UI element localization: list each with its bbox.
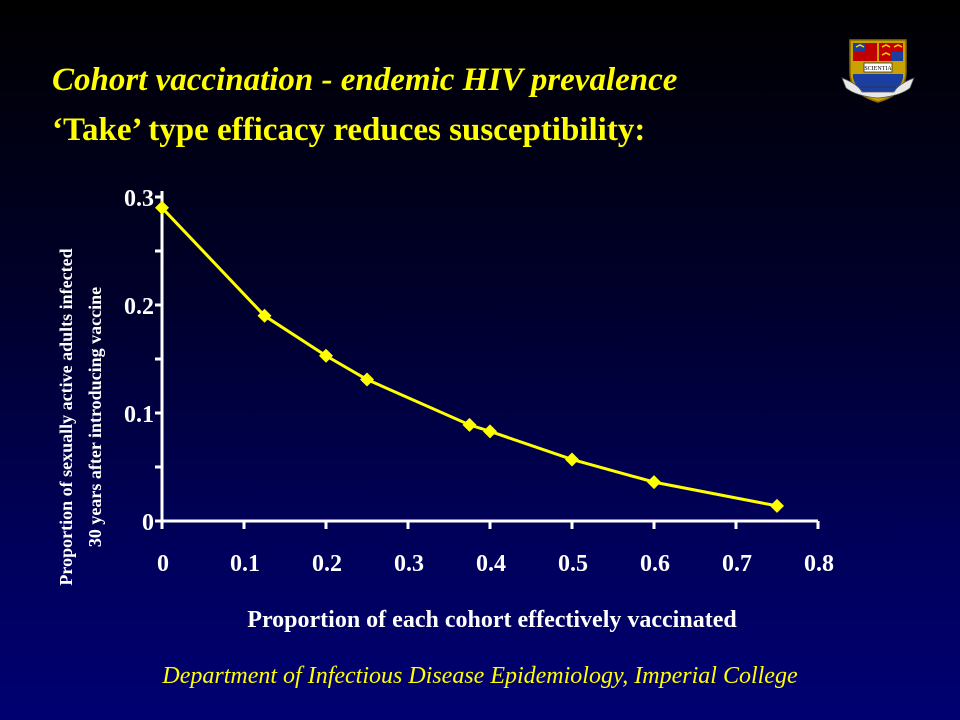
y-tick-label: 0.3 (124, 186, 154, 212)
y-axis-title-line2: 30 years after introducing vaccine (85, 287, 105, 547)
data-point-marker (565, 452, 579, 467)
data-point-marker (257, 308, 272, 323)
slide-title-line2: ‘Take’ type efficacy reduces susceptibil… (52, 112, 646, 148)
x-tick-label: 0.6 (640, 551, 670, 577)
footer-department: Department of Infectious Disease Epidemi… (162, 663, 798, 689)
x-tick-label: 0.3 (394, 551, 424, 577)
data-point-marker (770, 498, 784, 513)
imperial-college-crest-icon: SCIENTIA (841, 39, 915, 103)
x-tick-label: 0.4 (476, 551, 506, 577)
y-tick-label: 0.2 (124, 294, 154, 320)
y-axis-title-line1: Proportion of sexually active adults inf… (56, 248, 76, 585)
y-tick-label: 0 (142, 510, 154, 536)
x-tick-label: 0.7 (722, 551, 752, 577)
data-point-marker (483, 424, 497, 439)
series-layer (155, 200, 784, 513)
x-tick-label: 0.5 (558, 551, 588, 577)
x-tick-label: 0.2 (312, 551, 342, 577)
chart-axes (160, 191, 818, 523)
crest-motto: SCIENTIA (864, 66, 892, 72)
x-tick-label: 0 (157, 551, 169, 577)
x-axis-title: Proportion of each cohort effectively va… (247, 607, 737, 633)
data-point-marker (647, 475, 661, 490)
y-tick-label: 0.1 (124, 402, 154, 428)
x-tick-label: 0.1 (230, 551, 260, 577)
slide-title-line1: Cohort vaccination - endemic HIV prevale… (52, 62, 678, 98)
data-point-marker (360, 372, 374, 387)
x-tick-labels: 0 0.1 0.2 0.3 0.4 0.5 0.6 0.7 0.8 (157, 551, 834, 577)
data-point-marker (155, 200, 169, 215)
series-line (160, 206, 778, 508)
chart-ticks (155, 195, 820, 529)
data-point-marker (462, 417, 477, 432)
y-tick-labels: 0 0.1 0.2 0.3 (124, 186, 154, 536)
data-point-marker (319, 348, 333, 363)
x-tick-label: 0.8 (804, 551, 834, 577)
